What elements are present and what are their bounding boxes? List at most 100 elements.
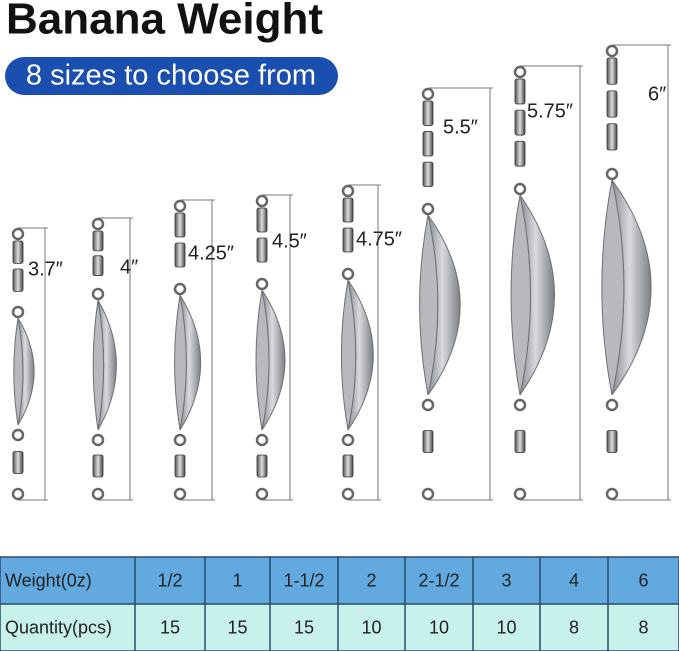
swivel-barrel bbox=[514, 78, 526, 105]
swivel-ring bbox=[513, 182, 527, 196]
table-cell: 4 bbox=[569, 570, 579, 590]
swivel-barrel bbox=[256, 207, 268, 233]
swivel-barrel bbox=[92, 230, 104, 252]
swivel-ring bbox=[255, 194, 269, 208]
size-label: 4.25″ bbox=[188, 242, 234, 264]
size-label: 5.5″ bbox=[443, 116, 478, 138]
swivel-barrel bbox=[92, 454, 104, 478]
swivel-barrel bbox=[92, 255, 104, 277]
sinker: 4″ bbox=[91, 217, 138, 501]
swivel-ring bbox=[255, 487, 269, 501]
swivel-ring bbox=[173, 282, 187, 296]
swivel-ring bbox=[173, 199, 187, 213]
swivel-ring bbox=[513, 398, 527, 412]
size-label: 6″ bbox=[648, 83, 666, 105]
swivel-ring bbox=[255, 277, 269, 291]
sinker-body bbox=[340, 279, 357, 431]
sinker: 6″ bbox=[601, 44, 671, 501]
table-cell: 15 bbox=[160, 617, 180, 637]
table-cell: 3 bbox=[501, 570, 511, 590]
swivel-ring bbox=[173, 487, 187, 501]
sinker-body bbox=[92, 299, 105, 431]
table-cell: 10 bbox=[361, 617, 381, 637]
size-label: 4″ bbox=[120, 256, 138, 278]
subtitle: 8 sizes to choose from bbox=[26, 60, 316, 92]
sinker-body bbox=[510, 194, 531, 396]
swivel-barrel bbox=[174, 242, 186, 268]
sinker: 4.75″ bbox=[340, 184, 402, 501]
table-cell: 10 bbox=[496, 617, 516, 637]
swivel-ring bbox=[255, 433, 269, 447]
swivel-ring bbox=[421, 87, 435, 101]
sinker-body bbox=[419, 214, 439, 396]
swivel-ring bbox=[173, 433, 187, 447]
sinker-body bbox=[601, 179, 625, 396]
swivel-ring bbox=[605, 398, 619, 412]
swivel-ring bbox=[91, 433, 105, 447]
sinker: 4.25″ bbox=[173, 199, 234, 501]
sinker: 5.75″ bbox=[510, 65, 583, 501]
subtitle-pill bbox=[5, 57, 338, 95]
swivel-barrel bbox=[256, 237, 268, 263]
sinker: 3.7″ bbox=[11, 227, 63, 501]
swivel-ring bbox=[91, 487, 105, 501]
swivel-barrel bbox=[514, 140, 526, 167]
swivel-ring bbox=[341, 487, 355, 501]
table-cell: 2-1/2 bbox=[418, 570, 459, 590]
table-row bbox=[0, 557, 679, 604]
table-cell: 6 bbox=[638, 570, 648, 590]
swivel-barrel bbox=[422, 100, 434, 126]
table-cell: 8 bbox=[638, 617, 648, 637]
swivel-ring bbox=[341, 433, 355, 447]
swivel-barrel bbox=[422, 131, 434, 157]
sinker: 4.5″ bbox=[255, 194, 307, 501]
swivel-ring bbox=[341, 184, 355, 198]
swivel-barrel bbox=[514, 430, 526, 453]
swivel-ring bbox=[605, 487, 619, 501]
table-cell: 1 bbox=[232, 570, 242, 590]
swivel-barrel bbox=[256, 454, 268, 478]
swivel-barrel bbox=[606, 430, 618, 453]
row-header: Quantity(pcs) bbox=[5, 617, 112, 637]
sinker: 5.5″ bbox=[419, 87, 493, 501]
size-label: 3.7″ bbox=[28, 258, 63, 280]
swivel-barrel bbox=[12, 240, 24, 264]
table-cell: 15 bbox=[227, 617, 247, 637]
table-cell: 2 bbox=[366, 570, 376, 590]
swivel-ring bbox=[421, 398, 435, 412]
size-label: 4.5″ bbox=[272, 230, 307, 252]
swivel-barrel bbox=[606, 123, 618, 151]
swivel-barrel bbox=[422, 430, 434, 453]
swivel-barrel bbox=[174, 454, 186, 478]
swivel-ring bbox=[605, 167, 619, 181]
swivel-ring bbox=[11, 428, 25, 442]
swivel-ring bbox=[421, 202, 435, 216]
swivel-ring bbox=[91, 287, 105, 301]
swivel-barrel bbox=[174, 212, 186, 238]
title: Banana Weight bbox=[6, 0, 323, 44]
swivel-barrel bbox=[12, 451, 24, 474]
sinker-body bbox=[13, 317, 24, 426]
table-row bbox=[0, 604, 679, 651]
size-label: 5.75″ bbox=[527, 100, 573, 122]
sinker-body bbox=[174, 294, 187, 431]
swivel-barrel bbox=[422, 161, 434, 187]
swivel-ring bbox=[11, 227, 25, 241]
swivel-ring bbox=[513, 487, 527, 501]
table-cell: 10 bbox=[429, 617, 449, 637]
table-cell: 1-1/2 bbox=[283, 570, 324, 590]
table-cell: 8 bbox=[569, 617, 579, 637]
size-label: 4.75″ bbox=[356, 228, 402, 250]
swivel-barrel bbox=[342, 227, 354, 253]
swivel-ring bbox=[11, 305, 25, 319]
swivel-barrel bbox=[342, 197, 354, 223]
table-cell: 15 bbox=[294, 617, 314, 637]
swivel-ring bbox=[11, 487, 25, 501]
swivel-barrel bbox=[606, 90, 618, 118]
sinker-body bbox=[255, 289, 270, 431]
swivel-ring bbox=[91, 217, 105, 231]
swivel-ring bbox=[341, 267, 355, 281]
swivel-ring bbox=[421, 487, 435, 501]
